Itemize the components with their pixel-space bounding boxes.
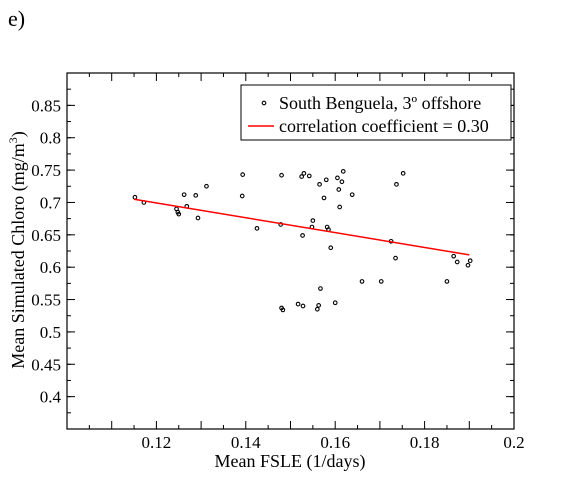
y-tick-label: 0.4 bbox=[40, 388, 62, 407]
scatter-point bbox=[204, 183, 209, 189]
y-axis-label-main: Mean Simulated Chloro (mg/m bbox=[8, 143, 29, 368]
scatter-point bbox=[400, 170, 406, 176]
scatter-point bbox=[340, 169, 346, 174]
scatter-point bbox=[295, 301, 301, 307]
scatter-point bbox=[444, 279, 450, 284]
x-tick-label: 0.12 bbox=[142, 433, 172, 452]
scatter-point bbox=[451, 253, 457, 259]
y-tick-label: 0.6 bbox=[40, 258, 61, 277]
panel-label: e) bbox=[8, 6, 26, 31]
y-tick-label: 0.75 bbox=[31, 161, 61, 180]
x-axis-label: Mean FSLE (1/days) bbox=[215, 451, 366, 472]
scatter-point bbox=[301, 170, 307, 176]
scatter-point bbox=[321, 195, 327, 201]
legend-box bbox=[240, 84, 512, 141]
axes: 0.12 0.14 0.16 0.18 0.2 0.4 0.45 0.5 0.55 0.6 0.65… bbox=[31, 72, 525, 452]
scatter-point bbox=[300, 303, 306, 309]
scatter-point bbox=[394, 181, 399, 187]
scatter-point bbox=[328, 245, 334, 251]
scatter-point bbox=[335, 175, 340, 181]
legend: South Benguela, 3º offshore correlation … bbox=[240, 84, 512, 141]
scatter-point bbox=[336, 187, 342, 192]
scatter-point bbox=[465, 262, 471, 268]
scatter-point bbox=[332, 300, 338, 306]
scatter-point bbox=[314, 306, 320, 312]
scatter-point bbox=[339, 179, 345, 185]
scatter-point bbox=[378, 279, 384, 284]
x-tick-label: 0.2 bbox=[503, 433, 524, 452]
chart-marks bbox=[132, 169, 473, 313]
scatter-point bbox=[337, 204, 343, 210]
scatter-point bbox=[300, 233, 305, 238]
scatter-point bbox=[359, 279, 365, 284]
scatter-point bbox=[254, 225, 260, 231]
scatter-point bbox=[317, 181, 322, 187]
y-axis-label-superscript: 3 bbox=[6, 137, 20, 143]
legend-label-scatter: South Benguela, 3º offshore bbox=[279, 93, 481, 113]
scatter-point bbox=[280, 307, 286, 313]
x-tick-label: 0.16 bbox=[320, 433, 350, 452]
y-tick-label: 0.45 bbox=[31, 355, 61, 374]
scatter-point bbox=[467, 258, 473, 264]
y-tick-label: 0.65 bbox=[31, 226, 61, 245]
scatter-point bbox=[393, 255, 398, 261]
scatter-point bbox=[240, 172, 246, 177]
scatter-point bbox=[306, 173, 312, 179]
legend-label-line: correlation coefficient = 0.30 bbox=[279, 116, 489, 136]
scatter-point bbox=[193, 192, 199, 198]
y-tick-label: 0.85 bbox=[31, 96, 61, 115]
scatter-point bbox=[316, 303, 322, 308]
scatter-point bbox=[318, 286, 323, 291]
y-tick-label: 0.5 bbox=[40, 323, 61, 342]
scatter-point bbox=[454, 259, 460, 265]
scatter-point bbox=[279, 172, 284, 178]
y-tick-label: 0.55 bbox=[31, 291, 61, 310]
y-axis-label-close: ) bbox=[8, 131, 29, 137]
legend-marker-scatter bbox=[261, 100, 267, 106]
scatter-point bbox=[239, 193, 245, 199]
scatter-point bbox=[181, 192, 187, 198]
x-tick-label: 0.18 bbox=[410, 433, 440, 452]
scatter-point bbox=[349, 192, 355, 198]
scatter-point bbox=[195, 215, 201, 221]
scatter-point bbox=[323, 177, 329, 183]
scatter-point bbox=[132, 194, 138, 200]
y-tick-label: 0.8 bbox=[40, 129, 61, 148]
x-tick-label: 0.14 bbox=[231, 433, 261, 452]
scatter-point bbox=[299, 174, 305, 179]
y-axis-label: Mean Simulated Chloro (mg/m3) bbox=[6, 131, 29, 368]
y-tick-label: 0.7 bbox=[40, 193, 62, 212]
regression-line bbox=[133, 198, 470, 256]
scatter-point bbox=[310, 218, 316, 223]
scatter-point bbox=[176, 211, 182, 217]
